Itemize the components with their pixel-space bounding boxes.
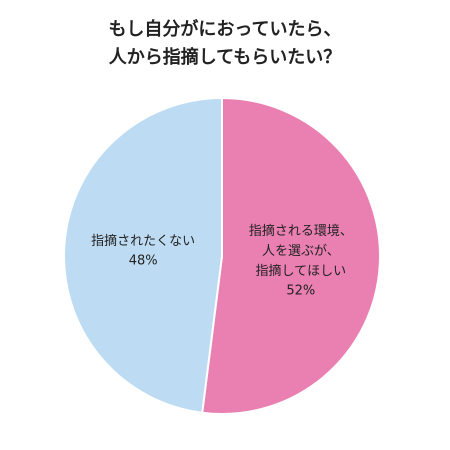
slice-label: 指摘される環境、人を選ぶが、指摘してほしい bbox=[249, 222, 353, 278]
pie-slice bbox=[201, 96, 381, 415]
pie-slice bbox=[63, 96, 223, 414]
slice-label: 指摘されたくない bbox=[91, 233, 195, 249]
value-label: 48% bbox=[129, 254, 158, 269]
chart-title: 人から指摘してもらいたい？ bbox=[109, 46, 342, 68]
chart-title: もし自分がにおっていたら、 bbox=[108, 18, 341, 40]
value-label: 52% bbox=[286, 283, 315, 298]
